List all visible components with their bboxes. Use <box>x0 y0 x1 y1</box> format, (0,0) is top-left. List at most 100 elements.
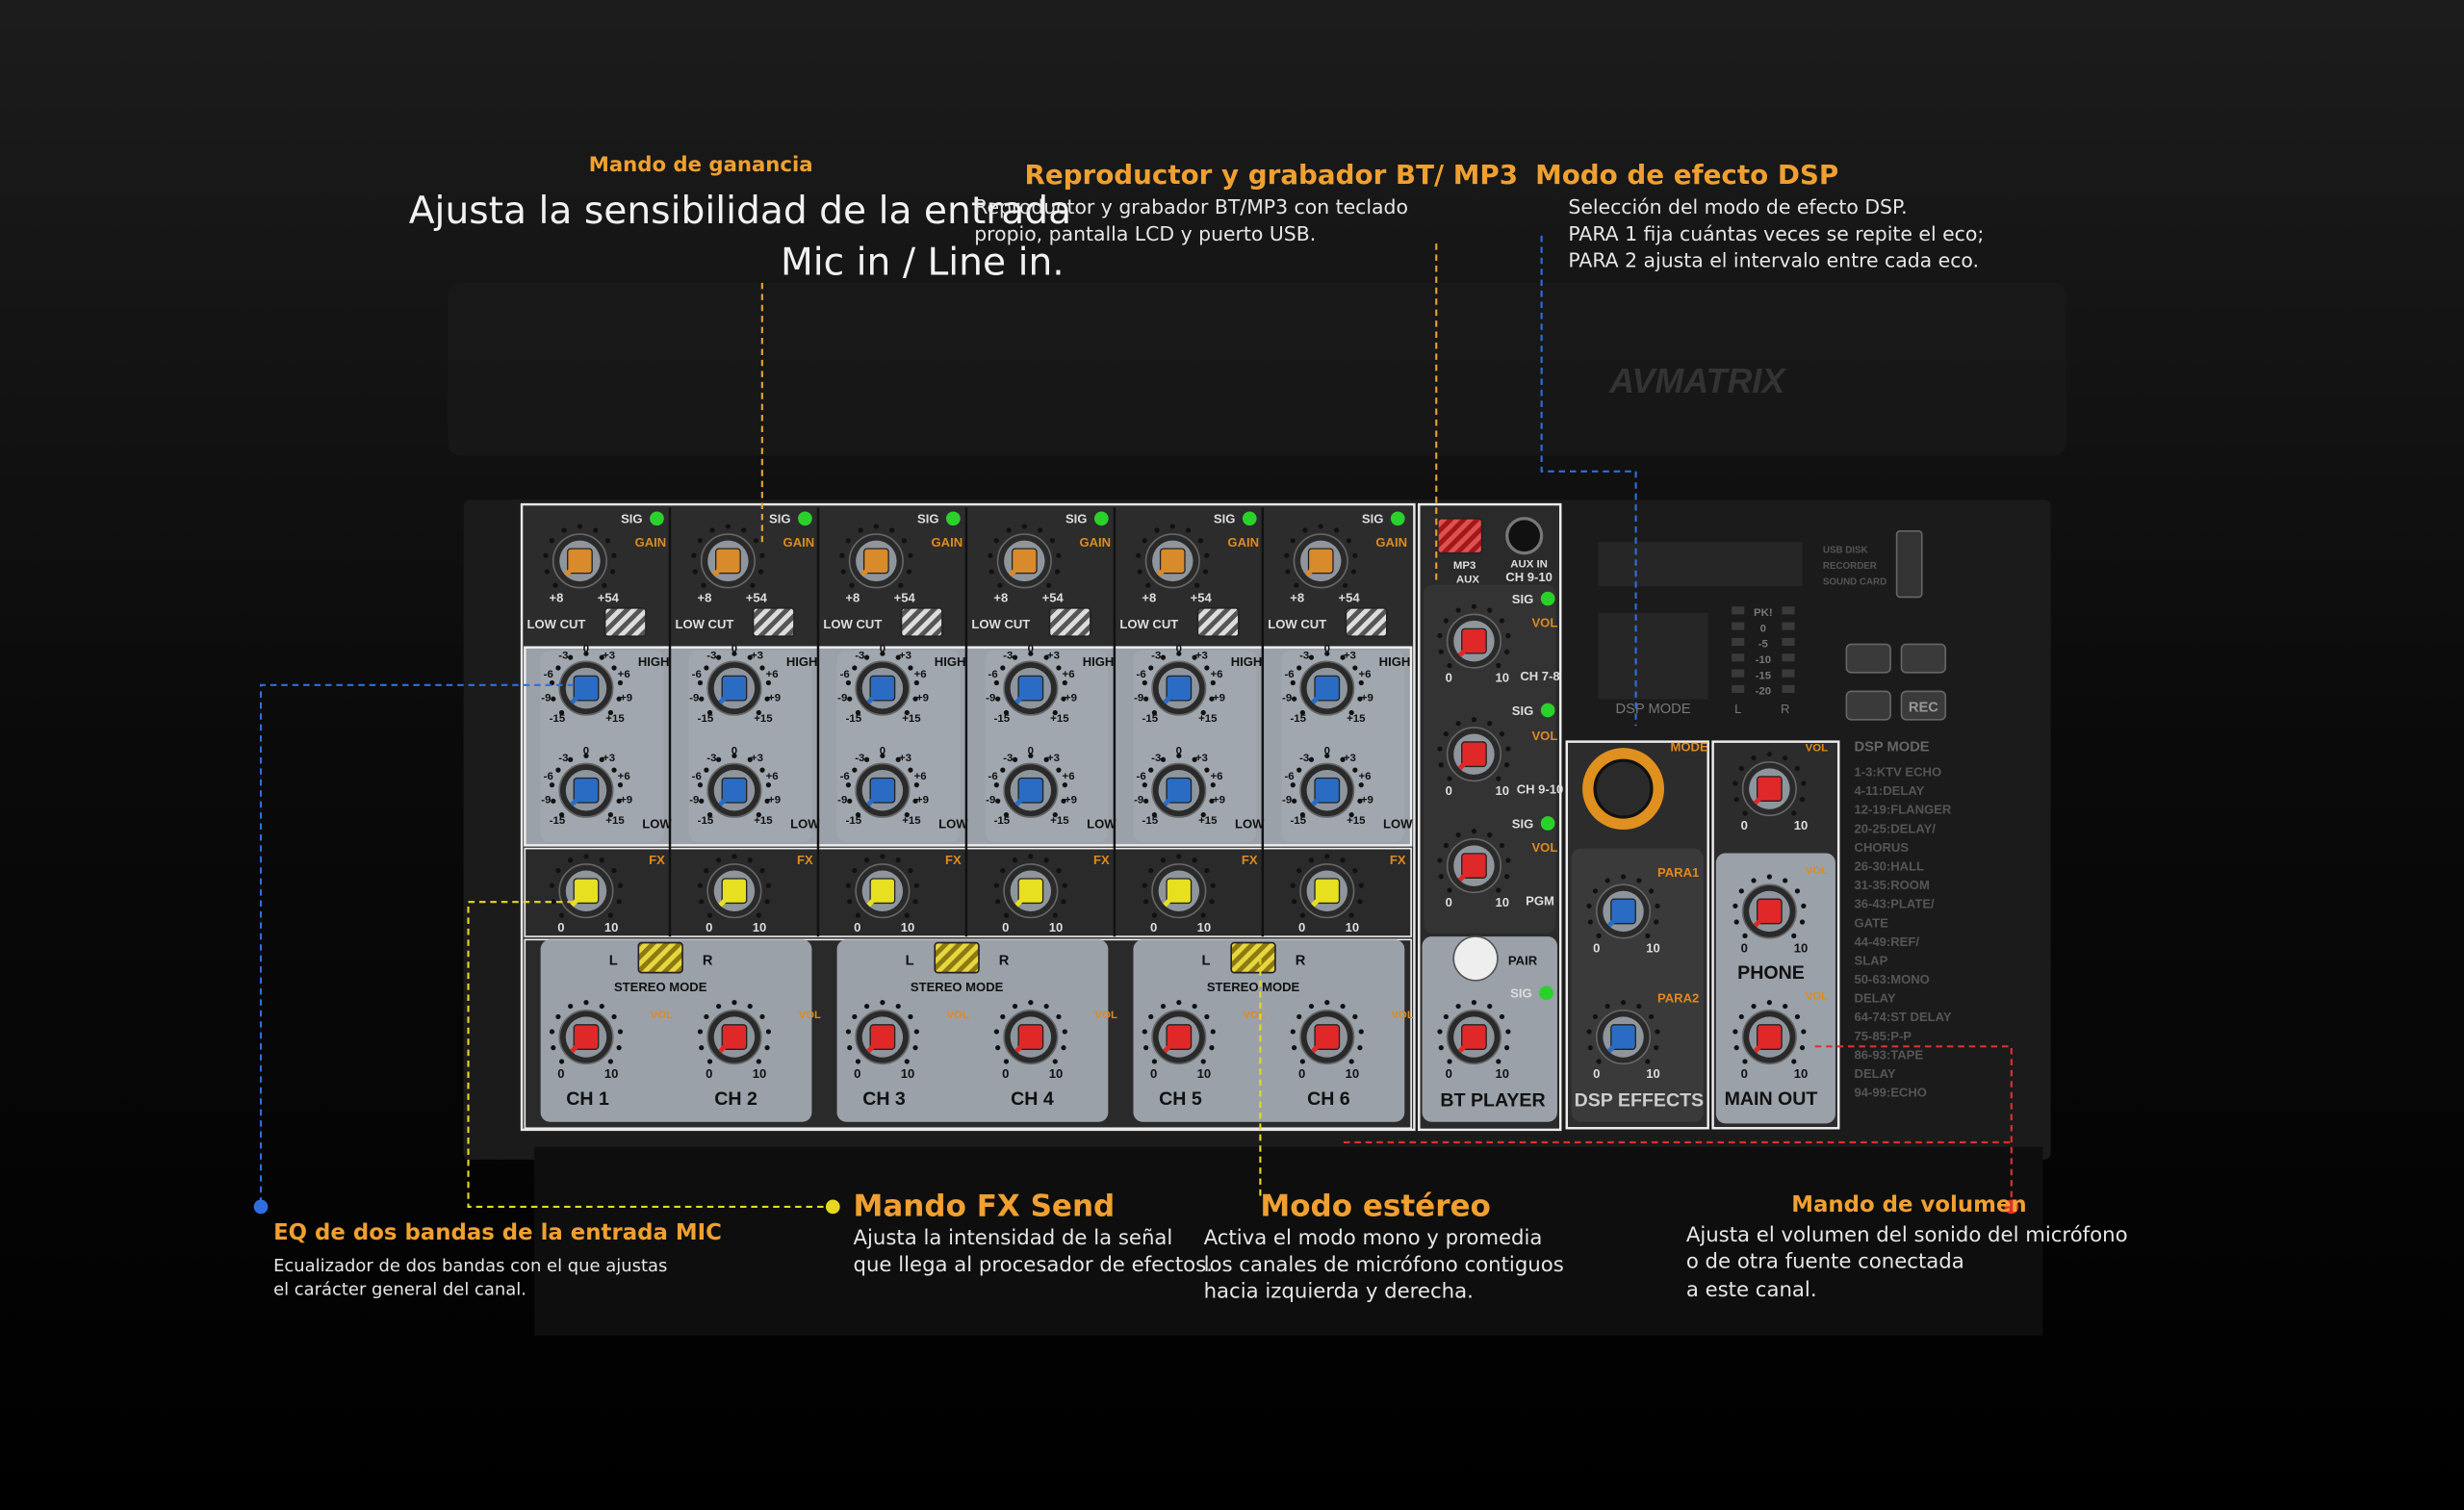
knob-dot <box>1592 888 1599 894</box>
knob-dot <box>1290 679 1296 686</box>
knob-dot <box>895 857 901 863</box>
label: HIGH <box>1083 654 1115 669</box>
label: 0 <box>1324 746 1330 757</box>
knob-dot <box>1061 696 1066 702</box>
knob-dot <box>551 798 556 804</box>
knob-dot <box>1209 899 1215 905</box>
knob-dot <box>993 883 999 888</box>
knob-dot <box>1142 679 1147 686</box>
knob <box>1136 524 1210 589</box>
label: SIG <box>1214 512 1235 526</box>
knob-dot <box>1648 888 1655 894</box>
knob-dot <box>1151 812 1158 818</box>
knob-dot <box>759 1013 765 1020</box>
label: 0 <box>1150 920 1157 934</box>
knob-dot <box>988 569 994 575</box>
label: VOL <box>1531 840 1557 855</box>
knob-dot <box>1028 1000 1034 1006</box>
knob-dot <box>604 538 611 544</box>
knob-dot <box>611 1013 617 1020</box>
knob-pointer <box>1008 559 1027 577</box>
label: 0 <box>1028 746 1034 757</box>
low-cut-button <box>1196 607 1240 638</box>
meter-led <box>1782 669 1795 678</box>
knob-dot <box>1143 1045 1149 1051</box>
knob-dot <box>1799 797 1806 803</box>
label: 0 <box>1741 818 1748 832</box>
knob-dot <box>549 883 555 888</box>
knob-dot <box>607 1059 613 1064</box>
knob-dot <box>995 798 1001 804</box>
label: 44-49:REF/ <box>1855 934 1920 949</box>
knob-dot <box>756 709 761 716</box>
knob-dot <box>1645 933 1651 938</box>
label: VOL <box>1806 990 1828 1002</box>
knob-dot <box>880 1000 886 1006</box>
knob-dot <box>691 552 697 558</box>
knob-dot <box>602 582 607 588</box>
knob-dot <box>558 709 565 716</box>
knob <box>1142 651 1216 716</box>
knob-dot <box>1192 857 1197 863</box>
knob-dot <box>895 756 901 762</box>
knob-dot <box>912 798 918 804</box>
knob-dot <box>1003 912 1010 918</box>
label: +6 <box>766 771 779 782</box>
knob-dot <box>1192 654 1197 660</box>
knob-dot <box>1290 538 1296 544</box>
knob-dot <box>1043 756 1049 762</box>
knob <box>988 524 1062 589</box>
knob-dot <box>747 654 753 660</box>
knob-dot <box>568 1003 574 1010</box>
label: CHORUS <box>1855 840 1910 855</box>
knob-dot <box>716 1003 722 1010</box>
label: -9 <box>541 692 551 704</box>
knob-dot <box>1742 1059 1748 1064</box>
transport-button <box>1845 643 1891 674</box>
knob-dot <box>753 538 759 544</box>
label: +15 <box>902 713 921 725</box>
label: 0 <box>557 920 564 934</box>
annotation-title: Reproductor y grabador BT/ MP3 <box>1024 159 1518 191</box>
knob-dot <box>1143 696 1149 702</box>
knob-dot <box>1499 618 1505 624</box>
knob-dot <box>555 767 561 773</box>
label: -5 <box>1758 639 1769 651</box>
label: 0 <box>1741 940 1748 955</box>
knob-pointer <box>860 559 879 577</box>
label: -15 <box>1756 670 1772 681</box>
label: PAIR <box>1508 953 1538 967</box>
knob-dot <box>1733 919 1739 925</box>
label: 0 <box>732 644 737 655</box>
label: DSP MODE <box>1616 702 1691 717</box>
label: LOW <box>938 816 968 831</box>
knob-dot <box>747 1003 753 1010</box>
label: FX <box>1242 853 1258 867</box>
knob-dot <box>1357 696 1363 702</box>
mode-encoder <box>1593 758 1654 819</box>
knob-pointer <box>718 1035 736 1054</box>
knob-dot <box>1437 746 1443 752</box>
knob-dot <box>993 782 999 788</box>
knob-dot <box>617 679 624 686</box>
label: -15 <box>550 815 566 827</box>
knob-pointer <box>1753 786 1772 806</box>
knob-dot <box>1038 527 1043 533</box>
label: STEREO MODE <box>911 980 1004 994</box>
knob-dot <box>1062 679 1067 686</box>
knob-dot <box>544 569 550 575</box>
mixer-top-ghost <box>448 282 2066 456</box>
knob-dot <box>568 654 574 660</box>
knob-dot <box>1751 878 1757 883</box>
label: FX <box>1093 853 1110 867</box>
knob-dot <box>1348 709 1354 716</box>
knob-dot <box>716 654 722 660</box>
knob-dot <box>1302 527 1308 533</box>
label: 0 <box>583 746 589 757</box>
label: -9 <box>1282 692 1292 704</box>
annotation-text: los canales de micrófono contiguos <box>1204 1253 1564 1277</box>
knob-dot <box>1056 767 1062 773</box>
knob-dot <box>617 1029 624 1035</box>
knob-dot <box>750 582 756 588</box>
knob-dot <box>1000 767 1006 773</box>
